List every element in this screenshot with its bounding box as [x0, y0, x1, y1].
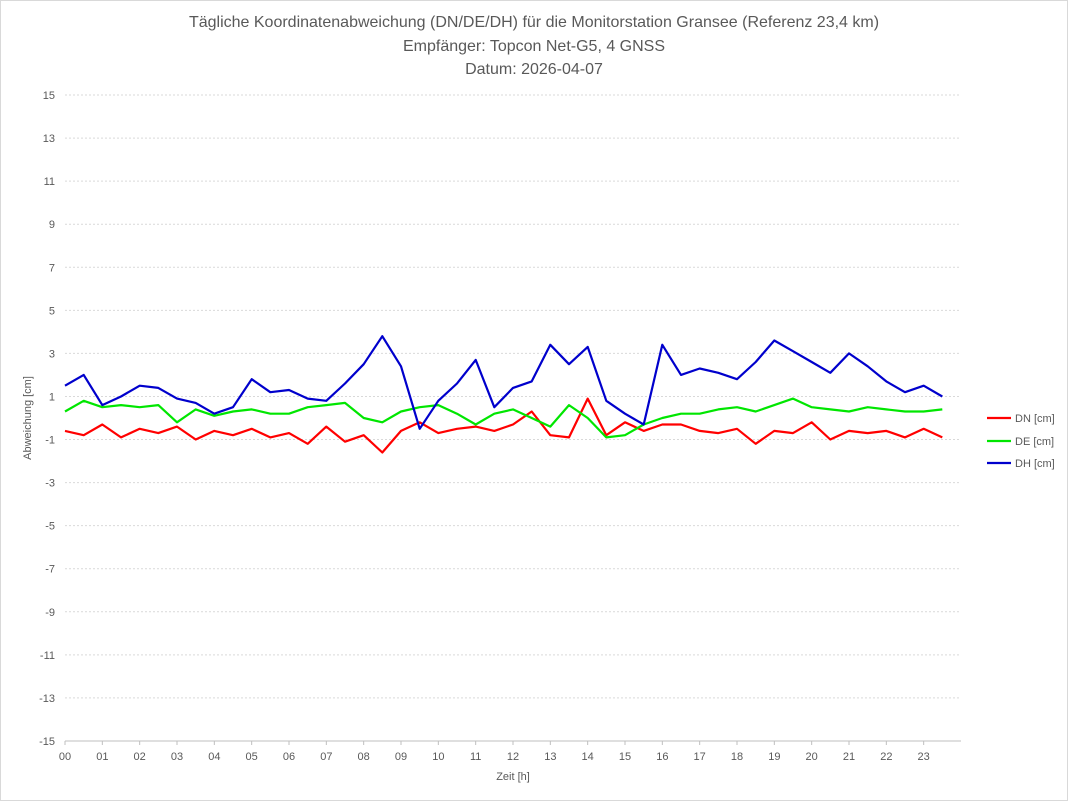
- y-tick-label: -5: [45, 521, 55, 533]
- chart-title: Tägliche Koordinatenabweichung (DN/DE/DH…: [188, 14, 880, 31]
- y-tick-label: 5: [49, 305, 55, 317]
- y-tick-label: 9: [49, 219, 55, 231]
- y-axis-label: Abweichung [cm]: [22, 376, 34, 460]
- gridlines: [65, 94, 961, 742]
- y-tick-label: -9: [45, 607, 55, 619]
- y-tick-label: -1: [45, 435, 55, 447]
- x-tick-label: 13: [544, 751, 556, 763]
- legend-label-0: DN [cm]: [1015, 413, 1055, 425]
- series-line-1: [64, 397, 943, 439]
- y-tick-label: -13: [39, 693, 55, 705]
- y-tick-label: 15: [43, 90, 55, 102]
- x-tick-label: 23: [918, 751, 930, 763]
- y-tick-label: 1: [49, 391, 55, 403]
- chart-subtitle-date: Datum: 2026-04-07: [465, 61, 603, 78]
- x-tick-label: 15: [619, 751, 631, 763]
- x-tick-label: 08: [358, 751, 370, 763]
- x-tick-label: 01: [96, 751, 108, 763]
- y-tick-label: 3: [49, 348, 55, 360]
- y-tick-label: 7: [49, 262, 55, 274]
- legend-label-1: DE [cm]: [1015, 436, 1054, 448]
- x-tick-label: 11: [470, 751, 481, 763]
- x-tick-label: 16: [656, 751, 668, 763]
- x-tick-label: 00: [59, 751, 71, 763]
- x-tick-label: 14: [582, 751, 594, 763]
- x-tick-label: 04: [208, 751, 220, 763]
- x-tick-label: 17: [694, 751, 706, 763]
- chart-subtitle-receiver: Empfänger: Topcon Net-G5, 4 GNSS: [402, 38, 666, 55]
- x-tick-label: 06: [283, 751, 295, 763]
- x-axis-label: Zeit [h]: [496, 771, 530, 783]
- series-line-0: [64, 397, 943, 454]
- x-tick-label: 19: [768, 751, 780, 763]
- x-tick-label: 12: [507, 751, 519, 763]
- x-tick-label: 07: [320, 751, 332, 763]
- x-axis-ticks: 00 01 02 03 04 05 06 07 08 09 10 11 12 13 14 15 16 17 18 19…: [59, 740, 961, 763]
- x-tick-label: 09: [395, 751, 407, 763]
- x-tick-label: 03: [171, 751, 183, 763]
- x-tick-label: 21: [843, 751, 855, 763]
- x-tick-label: 22: [880, 751, 892, 763]
- y-tick-label: -11: [40, 650, 55, 662]
- y-tick-label: 13: [43, 133, 55, 145]
- y-tick-label: -7: [45, 564, 55, 576]
- y-axis-ticks: 15 13 11 9 7 5 3 1 -1 -3 -5 -7 -9 -11 -13 -15: [39, 90, 55, 748]
- series-line-2: [64, 335, 943, 430]
- legend: DN [cm] DE [cm] DH [cm]: [987, 413, 1055, 470]
- x-tick-label: 20: [806, 751, 818, 763]
- x-tick-label: 02: [134, 751, 146, 763]
- x-tick-label: 05: [246, 751, 258, 763]
- series-lines: [64, 335, 943, 454]
- y-tick-label: 11: [44, 176, 55, 188]
- x-tick-label: 18: [731, 751, 743, 763]
- x-tick-label: 10: [432, 751, 444, 763]
- legend-label-2: DH [cm]: [1015, 458, 1055, 470]
- y-tick-label: -15: [39, 736, 55, 748]
- y-tick-label: -3: [45, 478, 55, 490]
